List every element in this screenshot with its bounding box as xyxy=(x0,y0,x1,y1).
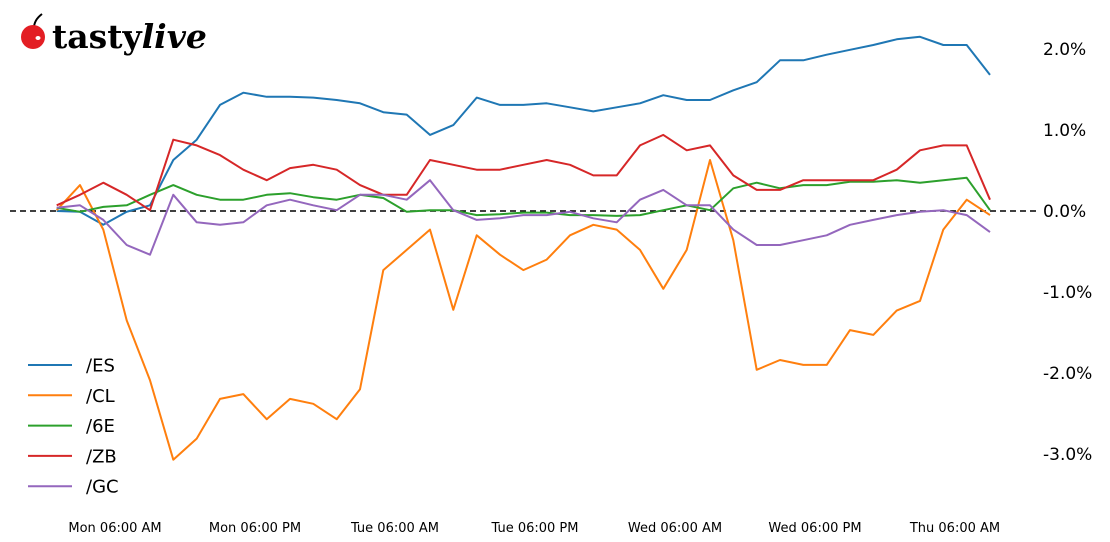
legend-label: /GC xyxy=(86,477,119,498)
legend-item: /ES xyxy=(28,356,115,377)
legend-item: /CL xyxy=(28,386,115,407)
x-tick-label: Mon 06:00 PM xyxy=(209,521,301,536)
x-tick-label: Tue 06:00 PM xyxy=(491,521,579,536)
tastylive-logo: tastylive xyxy=(21,13,207,56)
y-tick-label: 2.0% xyxy=(1043,40,1086,60)
series-line-6e xyxy=(56,176,991,217)
x-tick-label: Tue 06:00 AM xyxy=(350,521,439,536)
legend-item: /6E xyxy=(28,416,115,437)
logo-text: tastylive xyxy=(52,17,207,56)
y-tick-label: -1.0% xyxy=(1043,283,1092,303)
y-tick-label: 1.0% xyxy=(1043,121,1086,141)
legend-label: /6E xyxy=(86,416,115,437)
series-line-zb xyxy=(56,133,991,212)
legend-item: /GC xyxy=(28,477,119,498)
legend-label: /ES xyxy=(86,356,115,377)
legend-label: /CL xyxy=(86,386,115,407)
series-line-gc xyxy=(56,179,991,256)
series-line-cl xyxy=(55,159,991,461)
legend-label: /ZB xyxy=(86,446,117,467)
cherry-highlight xyxy=(35,36,41,40)
legend-item: /ZB xyxy=(28,446,117,467)
x-tick-label: Wed 06:00 AM xyxy=(628,521,722,536)
x-tick-label: Wed 06:00 PM xyxy=(768,521,861,536)
y-tick-label: -2.0% xyxy=(1043,364,1092,384)
y-tick-label: -3.0% xyxy=(1043,445,1092,465)
x-tick-label: Mon 06:00 AM xyxy=(68,521,161,536)
cherry-icon xyxy=(21,25,45,49)
y-tick-label: 0.0% xyxy=(1043,202,1086,222)
series-line-es xyxy=(56,35,991,226)
x-tick-label: Thu 06:00 AM xyxy=(909,521,1000,536)
